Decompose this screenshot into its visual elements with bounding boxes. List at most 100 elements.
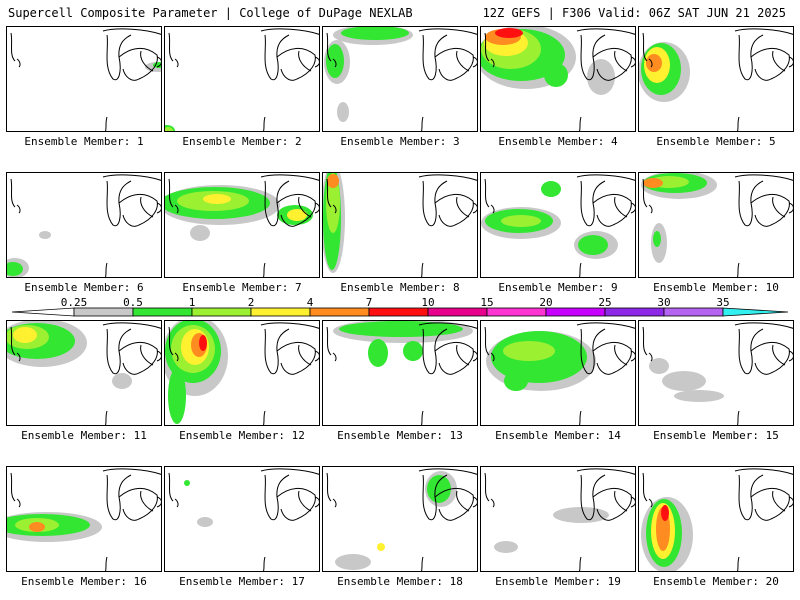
scp-shading-area <box>661 505 669 521</box>
ensemble-member-label: Ensemble Member: 16 <box>21 575 147 588</box>
map-outline <box>298 490 312 512</box>
colorbar-tick-label: 30 <box>657 296 670 309</box>
ensemble-member-map <box>322 26 478 132</box>
scp-shading-area <box>494 541 518 553</box>
map-outline <box>788 350 793 362</box>
scp-shading-area <box>503 341 555 361</box>
ensemble-member-label: Ensemble Member: 12 <box>179 429 305 442</box>
map-outline <box>16 352 21 362</box>
map-outline <box>298 196 312 218</box>
map-outline <box>772 196 786 218</box>
map-outline <box>738 34 764 81</box>
colorbar-segment <box>427 307 488 317</box>
ensemble-member-map <box>6 172 162 278</box>
map-outline <box>734 468 793 475</box>
map-outline <box>276 342 316 375</box>
map-outline <box>106 474 132 521</box>
map-outline <box>750 342 790 375</box>
ensemble-member-map <box>6 26 162 132</box>
map-outline <box>105 262 108 277</box>
map-outline <box>737 116 740 131</box>
colorbar-segment <box>250 307 311 317</box>
colorbar-tick-label: 10 <box>421 296 434 309</box>
scp-shading-area <box>341 27 409 40</box>
map-outline <box>298 50 312 72</box>
map-outline <box>418 28 477 35</box>
map-outline <box>484 178 490 208</box>
map-outline <box>156 350 161 362</box>
member-map-canvas <box>323 173 477 277</box>
map-outline <box>630 350 635 362</box>
scp-shading-area <box>368 339 388 367</box>
map-outline <box>102 174 161 181</box>
colorbar-low-arrow <box>11 307 75 317</box>
map-outline <box>326 326 332 356</box>
map-outline <box>174 204 179 214</box>
scp-shading-area <box>337 102 349 122</box>
member-map-canvas <box>168 468 319 571</box>
scp-shading-area <box>29 522 45 532</box>
map-outline <box>630 202 635 214</box>
member-map-canvas <box>641 468 793 571</box>
scp-shading-area <box>326 173 340 233</box>
scp-shading-area <box>427 475 451 503</box>
map-outline <box>106 328 132 375</box>
scp-shading-area <box>199 335 207 351</box>
map-outline <box>614 490 628 512</box>
colorbar-tick-label: 0.25 <box>61 296 88 309</box>
map-outline <box>576 28 635 35</box>
scp-shading-area <box>553 507 609 523</box>
scp-shading-area <box>184 480 190 486</box>
scp-shading-area <box>203 194 231 204</box>
map-outline <box>140 196 154 218</box>
colorbar-tick-label: 25 <box>598 296 611 309</box>
scp-shading-area <box>190 225 210 241</box>
map-outline <box>434 488 474 521</box>
map-outline <box>576 322 635 329</box>
map-outline <box>737 410 740 425</box>
map-outline <box>174 58 179 68</box>
member-map-canvas <box>165 28 319 131</box>
map-outline <box>580 474 606 521</box>
map-outline <box>642 326 648 356</box>
map-outline <box>140 344 154 366</box>
map-outline <box>260 468 319 475</box>
map-outline <box>576 468 635 475</box>
map-outline <box>484 32 490 62</box>
map-outline <box>421 116 424 131</box>
map-outline <box>140 490 154 512</box>
map-outline <box>434 194 474 227</box>
map-outline <box>264 180 290 227</box>
member-map-canvas <box>641 173 793 277</box>
ensemble-member-label: Ensemble Member: 20 <box>653 575 779 588</box>
map-outline <box>614 50 628 72</box>
ensemble-member-label: Ensemble Member: 13 <box>337 429 463 442</box>
map-outline <box>484 472 490 502</box>
colorbar-segment <box>132 307 193 317</box>
map-outline <box>738 474 764 521</box>
map-outline <box>592 342 632 375</box>
scp-shading-area <box>646 54 662 72</box>
map-outline <box>421 262 424 277</box>
ensemble-member-label: Ensemble Member: 3 <box>340 135 460 148</box>
ensemble-member-map <box>480 320 636 426</box>
ensemble-member-map <box>638 172 794 278</box>
member-map-canvas <box>7 321 161 425</box>
map-outline <box>332 352 337 362</box>
map-outline <box>314 496 319 508</box>
scp-shading-area <box>197 517 213 527</box>
ensemble-member-label: Ensemble Member: 18 <box>337 575 463 588</box>
map-outline <box>648 498 653 508</box>
scp-shading-area <box>501 215 541 227</box>
map-outline <box>788 496 793 508</box>
scp-shading-area <box>112 373 132 389</box>
map-outline <box>592 194 632 227</box>
map-outline <box>16 498 21 508</box>
member-map-canvas <box>642 322 793 425</box>
map-outline <box>630 496 635 508</box>
map-outline <box>614 196 628 218</box>
map-outline <box>788 56 793 68</box>
ensemble-member-label: Ensemble Member: 6 <box>24 281 144 294</box>
scp-shading-area <box>327 174 339 188</box>
colorbar-segment <box>368 307 429 317</box>
